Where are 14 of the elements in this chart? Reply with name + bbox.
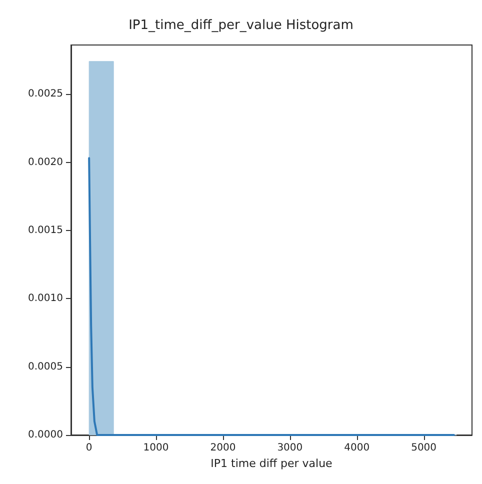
y-tick-label: 0.0015 [28, 224, 63, 236]
y-tick-label: 0.0000 [28, 430, 63, 440]
y-tick-label: 0.0005 [28, 361, 63, 372]
y-tick-label: 0.0010 [28, 293, 63, 304]
x-axis-title: IP1 time diff per value [210, 456, 333, 470]
y-tick-label: 0.0020 [28, 156, 63, 168]
x-tick-label: 4000 [344, 442, 370, 454]
x-tick-label: 2000 [210, 442, 236, 454]
x-tick-label: 5000 [411, 442, 437, 454]
x-tick-label: 0 [86, 442, 92, 454]
chart-title: IP1_time_diff_per_value Histogram [128, 18, 354, 33]
x-tick-label: 3000 [277, 442, 303, 454]
y-tick-label: 0.0025 [28, 88, 63, 100]
x-tick-label: 1000 [143, 442, 169, 454]
